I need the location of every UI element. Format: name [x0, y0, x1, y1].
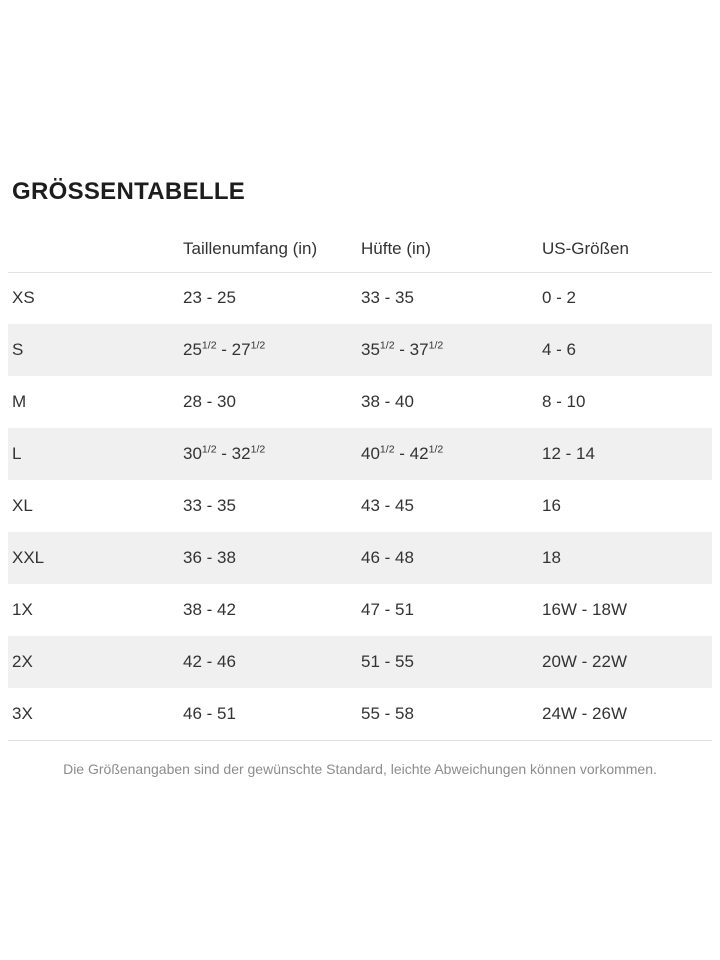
size-cell: S	[12, 340, 24, 359]
hips-cell: 38 - 40	[361, 392, 414, 411]
hips-cell: 43 - 45	[361, 496, 414, 515]
waist-cell: 23 - 25	[183, 288, 236, 308]
half-fraction: 1/2	[201, 339, 217, 352]
size-cell: L	[12, 444, 22, 463]
hips-cell: 47 - 51	[361, 600, 414, 619]
size-cell: 3X	[8, 688, 183, 741]
table-row: 1X 38 - 42 47 - 51 16W - 18W	[8, 584, 712, 636]
waist-cell: 28 - 30	[183, 392, 236, 411]
header-row: Taillenumfang (in) Hüfte (in) US-Größen	[8, 226, 712, 273]
hips-cell: 55 - 58	[361, 688, 542, 741]
waist-cell: 33 - 35	[183, 496, 236, 515]
us-size-cell: 12 - 14	[542, 444, 595, 463]
waist-cell: 38 - 42	[183, 600, 236, 619]
half-fraction: 1/2	[379, 339, 395, 352]
us-size-cell: 4 - 6	[542, 340, 577, 359]
table-row: M 28 - 30 38 - 40 8 - 10	[8, 376, 712, 428]
waist-cell: 42 - 46	[183, 652, 236, 671]
table-row: XS 23 - 25 33 - 35 0 - 2	[8, 272, 712, 324]
size-cell: XXL	[12, 548, 45, 567]
waist-cell: 301/2 - 321/2	[183, 443, 266, 463]
hips-cell: 351/2 - 371/2	[361, 339, 444, 359]
table-row: L 301/2 - 321/2 401/2 - 421/2 12 - 14	[8, 428, 712, 480]
column-header-waist: Taillenumfang (in)	[183, 226, 361, 273]
table-row: XXL 36 - 38 46 - 48 18	[8, 532, 712, 584]
table-row: 2X 42 - 46 51 - 55 20W - 22W	[8, 636, 712, 688]
us-size-cell: 16	[542, 496, 561, 515]
hips-cell: 51 - 55	[361, 652, 414, 671]
column-header-hips: Hüfte (in)	[361, 226, 542, 273]
table-row: XL 33 - 35 43 - 45 16	[8, 480, 712, 532]
size-cell: XL	[12, 496, 33, 515]
half-fraction: 1/2	[428, 443, 444, 456]
page-title: GRÖSSENTABELLE	[12, 178, 246, 205]
size-cell: M	[12, 392, 27, 411]
table-row: 3X 46 - 51 55 - 58 24W - 26W	[8, 688, 712, 741]
hips-cell: 33 - 35	[361, 288, 414, 308]
hips-cell: 401/2 - 421/2	[361, 443, 444, 463]
size-disclaimer-note: Die Größenangaben sind der gewünschte St…	[63, 760, 657, 777]
size-cell: 2X	[12, 652, 33, 671]
size-table-body: XS 23 - 25 33 - 35 0 - 2 S 251/2 - 271/2 351/2…	[8, 272, 712, 741]
size-cell: 1X	[12, 600, 33, 619]
us-size-cell: 20W - 22W	[542, 652, 628, 671]
size-chart-page: GRÖSSENTABELLE Taillenumfang (in) Hüfte …	[8, 178, 712, 777]
table-row: S 251/2 - 271/2 351/2 - 371/2 4 - 6	[8, 324, 712, 376]
size-cell: XS	[12, 288, 35, 308]
half-fraction: 1/2	[250, 443, 266, 456]
us-size-cell: 0 - 2	[542, 288, 577, 308]
column-header-us-sizes: US-Größen	[542, 226, 712, 273]
half-fraction: 1/2	[379, 443, 395, 456]
column-header-size	[8, 226, 183, 273]
us-size-cell: 24W - 26W	[542, 688, 712, 741]
waist-cell: 46 - 51	[183, 688, 361, 741]
size-table-header: Taillenumfang (in) Hüfte (in) US-Größen	[8, 226, 712, 273]
waist-cell: 251/2 - 271/2	[183, 339, 266, 359]
us-size-cell: 18	[542, 548, 561, 567]
waist-cell: 36 - 38	[183, 548, 236, 567]
hips-cell: 46 - 48	[361, 548, 414, 567]
half-fraction: 1/2	[201, 443, 217, 456]
half-fraction: 1/2	[428, 339, 444, 352]
half-fraction: 1/2	[250, 339, 266, 352]
us-size-cell: 16W - 18W	[542, 600, 628, 619]
us-size-cell: 8 - 10	[542, 392, 586, 411]
size-table: Taillenumfang (in) Hüfte (in) US-Größen …	[8, 226, 712, 741]
